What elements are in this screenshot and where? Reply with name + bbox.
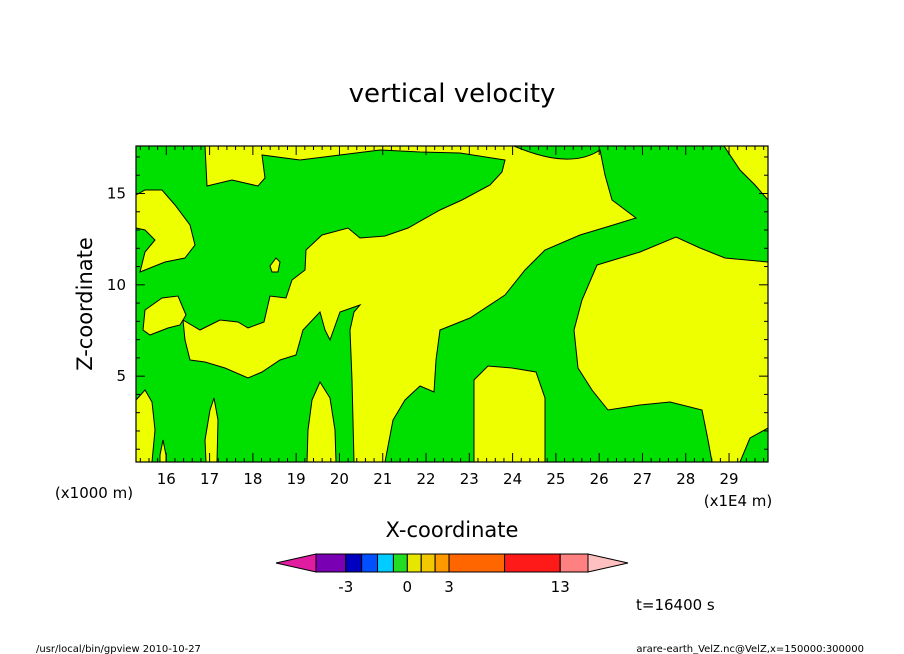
positive-velocity-regions [136,146,768,462]
x-tick-label: 16 [157,470,176,488]
velocity-region-small-1 [269,257,281,273]
velocity-region-main-band [182,146,638,462]
colorbar-swatch [361,553,379,573]
x-tick-label: 28 [676,470,695,488]
x-tick-label: 24 [503,470,522,488]
footer-right: arare-earth_VelZ.nc@VelZ,x=150000:300000 [636,644,864,654]
velocity-region-bottom-17 [204,397,219,462]
y-unit-label: (x1000 m) [55,484,133,502]
colorbar-swatch [315,553,347,573]
colorbar: -3 0 3 13 [275,553,629,596]
chart-title: vertical velocity [349,79,556,109]
colorbar-under-triangle [275,553,317,573]
colorbar-swatch [448,553,506,573]
y-tick-label: 10 [107,276,126,294]
x-tick-label: 17 [200,470,219,488]
x-tick-label: 29 [719,470,738,488]
colorbar-over-triangle [587,553,629,573]
colorbar-label: 3 [444,578,454,596]
colorbar-swatch [504,553,561,573]
plot-area [136,146,768,462]
colorbar-swatch [559,553,589,573]
velocity-region-bottom-left [136,389,156,462]
velocity-region-bottom-19 [306,380,337,462]
axes: 16 17 18 19 20 21 22 23 24 25 26 27 28 29 5 10 15 [107,146,768,488]
colorbar-label: 13 [551,578,570,596]
colorbar-swatch [406,553,422,573]
colorbar-swatch [420,553,436,573]
footer-left: /usr/local/bin/gpview 2010-10-27 [36,644,201,654]
x-unit-label: (x1E4 m) [704,492,773,510]
x-tick-label: 23 [460,470,479,488]
colorbar-swatch [392,553,408,573]
velocity-region-left-mid [142,295,187,336]
x-tick-label: 27 [633,470,652,488]
x-tick-label: 21 [373,470,392,488]
velocity-region-top-right [723,146,768,201]
x-tick-label: 25 [546,470,565,488]
x-tick-label: 19 [287,470,306,488]
x-tick-label: 22 [416,470,435,488]
colorbar-label: -3 [338,578,353,596]
x-tick-label: 26 [590,470,609,488]
x-tick-label: 18 [243,470,262,488]
y-tick-label: 15 [107,184,126,202]
y-tick-label: 5 [116,367,126,385]
colorbar-swatch [345,553,363,573]
y-axis-label: Z-coordinate [73,237,97,371]
colorbar-swatch [434,553,450,573]
time-label: t=16400 s [636,596,715,614]
colorbar-swatch [377,553,394,573]
colorbar-label: 0 [403,578,413,596]
x-tick-label: 20 [330,470,349,488]
velocity-region-left-upper [136,189,196,273]
velocity-region-right-blob [573,236,768,462]
x-axis-label: X-coordinate [386,518,519,542]
velocity-region-bottom-mid [473,365,546,462]
